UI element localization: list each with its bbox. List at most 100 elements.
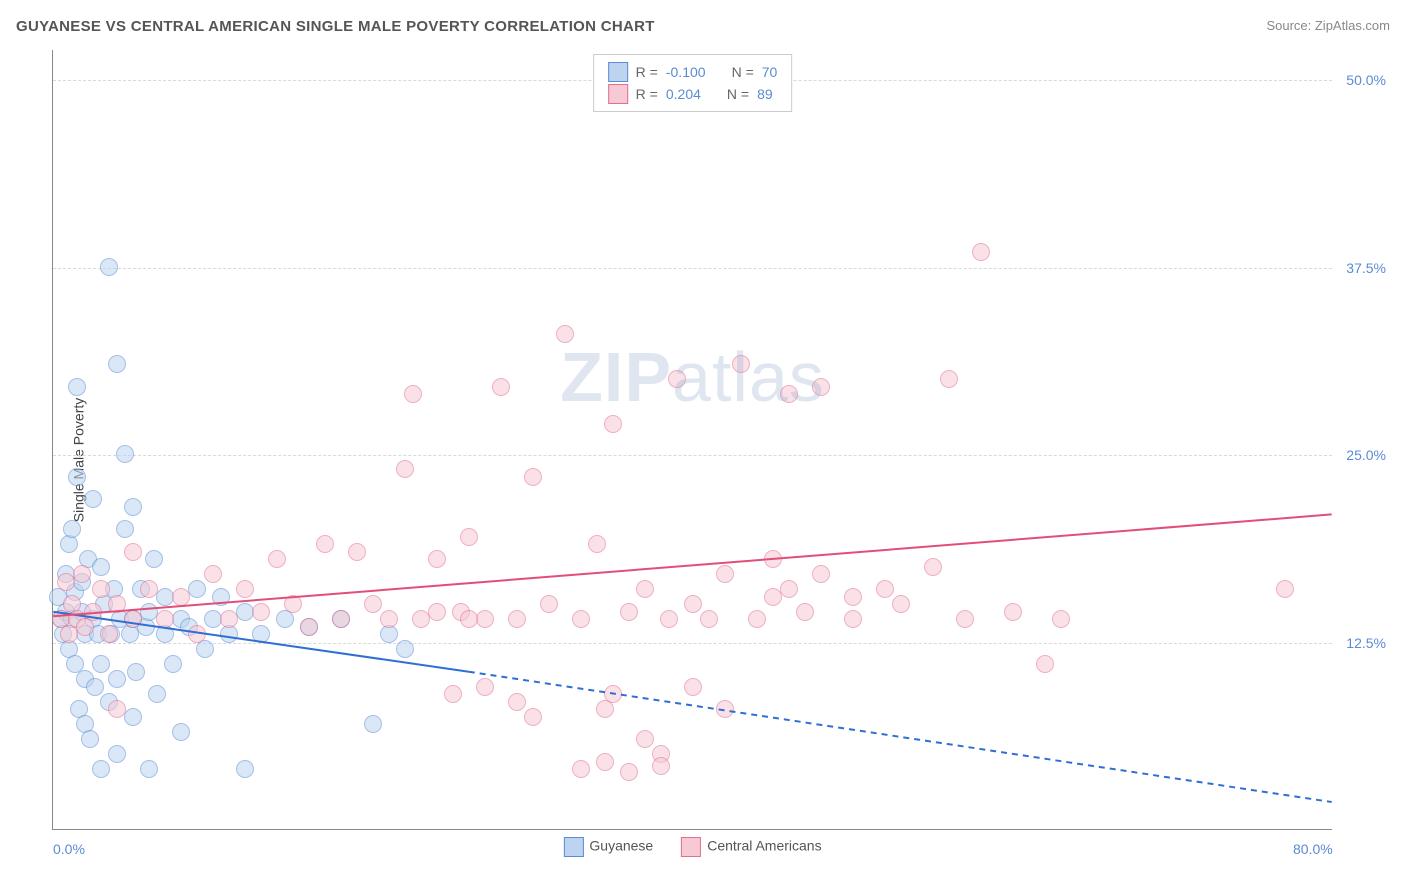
data-point <box>660 610 678 628</box>
data-point <box>508 610 526 628</box>
legend-swatch-icon <box>608 62 628 82</box>
data-point <box>684 595 702 613</box>
data-point <box>636 580 654 598</box>
source-name: ZipAtlas.com <box>1315 18 1390 33</box>
data-point <box>236 760 254 778</box>
data-point <box>380 610 398 628</box>
chart-wrap: Single Male Poverty ZIPatlas R = -0.100 … <box>34 50 1374 870</box>
data-point <box>812 378 830 396</box>
data-point <box>476 678 494 696</box>
data-point <box>124 610 142 628</box>
legend-swatch-icon <box>563 837 583 857</box>
data-point <box>100 258 118 276</box>
data-point <box>572 610 590 628</box>
trend-lines <box>53 50 1332 829</box>
r-label: R = <box>636 83 658 105</box>
watermark: ZIPatlas <box>560 337 825 417</box>
data-point <box>116 520 134 538</box>
data-point <box>572 760 590 778</box>
data-point <box>764 588 782 606</box>
r-value: 0.204 <box>666 83 701 105</box>
data-point <box>148 685 166 703</box>
data-point <box>524 468 542 486</box>
r-label: R = <box>636 61 658 83</box>
data-point <box>364 595 382 613</box>
data-point <box>876 580 894 598</box>
legend-label: Central Americans <box>707 838 821 854</box>
legend-label: Guyanese <box>589 838 653 854</box>
data-point <box>404 385 422 403</box>
data-point <box>732 355 750 373</box>
data-point <box>252 603 270 621</box>
data-point <box>84 603 102 621</box>
data-point <box>145 550 163 568</box>
data-point <box>604 415 622 433</box>
data-point <box>108 355 126 373</box>
legend-row: R = -0.100 N = 70 <box>608 61 778 83</box>
data-point <box>652 757 670 775</box>
data-point <box>124 708 142 726</box>
y-tick-label: 50.0% <box>1346 72 1386 88</box>
chart-header: GUYANESE VS CENTRAL AMERICAN SINGLE MALE… <box>16 18 1390 42</box>
data-point <box>972 243 990 261</box>
data-point <box>780 385 798 403</box>
data-point <box>428 603 446 621</box>
data-point <box>124 498 142 516</box>
data-point <box>348 543 366 561</box>
data-point <box>172 588 190 606</box>
data-point <box>892 595 910 613</box>
data-point <box>812 565 830 583</box>
gridline <box>53 455 1332 456</box>
data-point <box>540 595 558 613</box>
data-point <box>156 610 174 628</box>
data-point <box>188 625 206 643</box>
data-point <box>84 490 102 508</box>
data-point <box>140 580 158 598</box>
data-point <box>396 460 414 478</box>
data-point <box>172 723 190 741</box>
data-point <box>780 580 798 598</box>
data-point <box>940 370 958 388</box>
plot-area: ZIPatlas R = -0.100 N = 70 R = 0.204 N =… <box>52 50 1332 830</box>
source-prefix: Source: <box>1266 18 1314 33</box>
legend-row: R = 0.204 N = 89 <box>608 83 778 105</box>
data-point <box>716 565 734 583</box>
gridline <box>53 643 1332 644</box>
data-point <box>1004 603 1022 621</box>
data-point <box>844 588 862 606</box>
data-point <box>220 610 238 628</box>
data-point <box>428 550 446 568</box>
data-point <box>92 558 110 576</box>
n-label: N = <box>732 61 754 83</box>
data-point <box>164 655 182 673</box>
correlation-legend: R = -0.100 N = 70 R = 0.204 N = 89 <box>593 54 793 112</box>
data-point <box>476 610 494 628</box>
n-value: 70 <box>762 61 778 83</box>
data-point <box>764 550 782 568</box>
data-point <box>684 678 702 696</box>
y-tick-label: 12.5% <box>1346 635 1386 651</box>
data-point <box>956 610 974 628</box>
series-legend: Guyanese Central Americans <box>563 837 821 857</box>
data-point <box>620 763 638 781</box>
data-point <box>460 528 478 546</box>
data-point <box>108 700 126 718</box>
data-point <box>108 745 126 763</box>
data-point <box>396 640 414 658</box>
data-point <box>556 325 574 343</box>
legend-swatch-icon <box>681 837 701 857</box>
data-point <box>124 543 142 561</box>
data-point <box>204 565 222 583</box>
chart-source: Source: ZipAtlas.com <box>1266 18 1390 33</box>
data-point <box>86 678 104 696</box>
data-point <box>1276 580 1294 598</box>
data-point <box>284 595 302 613</box>
legend-swatch-icon <box>608 84 628 104</box>
data-point <box>700 610 718 628</box>
data-point <box>108 670 126 688</box>
data-point <box>92 760 110 778</box>
n-value: 89 <box>757 83 773 105</box>
data-point <box>524 708 542 726</box>
data-point <box>300 618 318 636</box>
data-point <box>108 595 126 613</box>
